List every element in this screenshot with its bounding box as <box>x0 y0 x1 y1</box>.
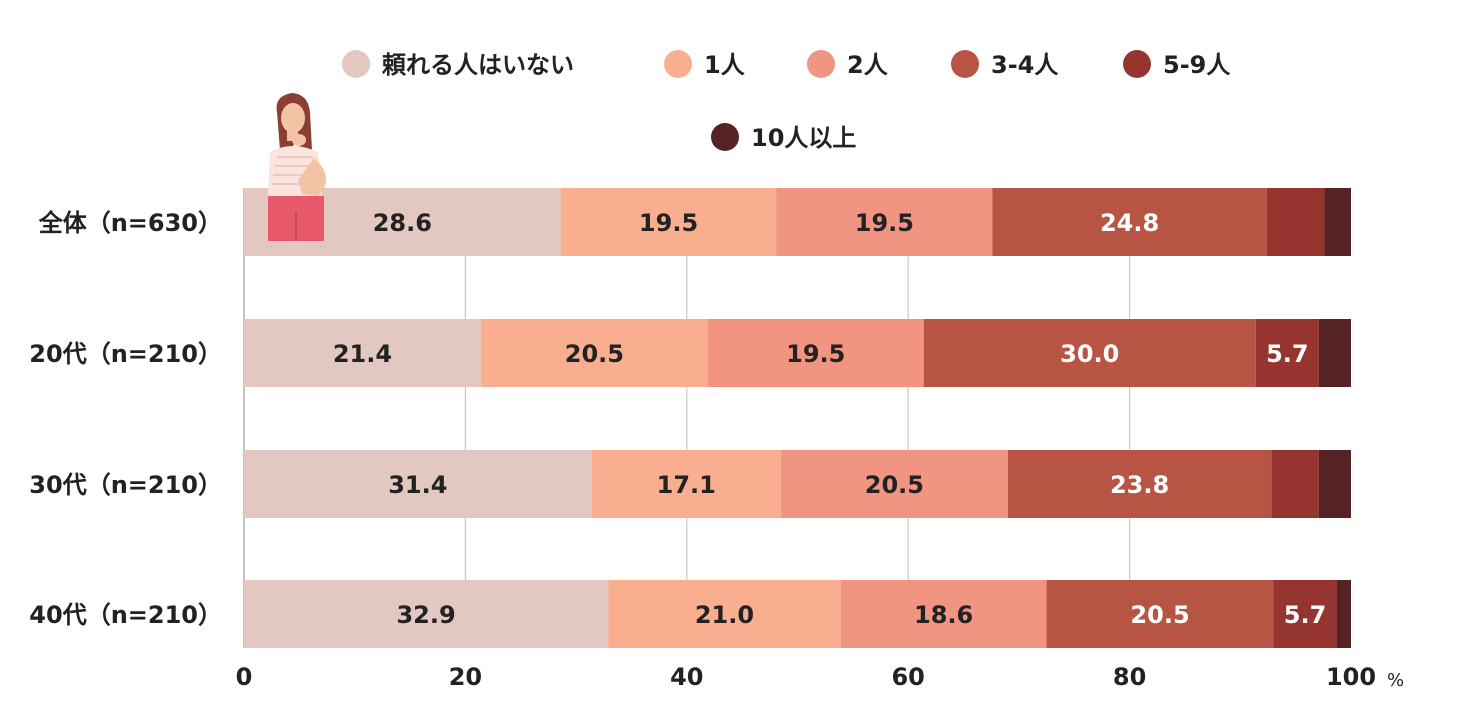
data-label: 19.5 <box>639 209 698 237</box>
data-label: 20.5 <box>565 340 624 368</box>
grid-lines <box>243 188 1131 648</box>
data-label: 18.6 <box>914 601 973 629</box>
bars: 28.6 19.5 19.5 24.8 21.4 20.5 19.5 30.0 5.7 31.4 1… <box>244 188 1351 648</box>
x-tick-label: 40 <box>670 663 703 691</box>
bar-segment <box>1266 188 1325 256</box>
data-label: 21.0 <box>695 601 754 629</box>
legend-marker <box>951 50 979 78</box>
bar-segment <box>1271 450 1319 518</box>
bar-segment <box>1336 580 1351 648</box>
data-label: 20.5 <box>1130 601 1189 629</box>
legend-marker <box>711 123 739 151</box>
data-label: 32.9 <box>396 601 455 629</box>
legend-marker <box>807 50 835 78</box>
x-tick-label: 100 <box>1326 663 1376 691</box>
bar-segment <box>560 188 777 256</box>
bar-segment <box>840 580 1047 648</box>
x-axis: 0 20 40 60 80 100% <box>236 663 1404 691</box>
bar-segment <box>707 319 924 387</box>
data-label: 17.1 <box>657 471 716 499</box>
data-label: 24.8 <box>1100 209 1159 237</box>
bar-segment <box>480 319 708 387</box>
data-label: 31.4 <box>388 471 447 499</box>
category-labels: 全体（n=630） 20代（n=210） 30代（n=210） 40代（n=210） <box>29 209 222 629</box>
data-label: 5.7 <box>1284 601 1327 629</box>
data-label: 30.0 <box>1060 340 1119 368</box>
bar-segment <box>1318 319 1351 387</box>
bar-segment <box>1318 450 1351 518</box>
bar-segment <box>1255 319 1319 387</box>
legend-label: 頼れる人はいない <box>382 51 574 79</box>
legend-marker <box>664 50 692 78</box>
category-label: 40代（n=210） <box>29 601 222 629</box>
bar-segment <box>244 450 592 518</box>
x-tick-label: 60 <box>891 663 924 691</box>
data-label: 20.5 <box>865 471 924 499</box>
bar-segment <box>923 319 1256 387</box>
legend-label: 5-9人 <box>1163 51 1230 79</box>
data-label: 21.4 <box>333 340 392 368</box>
bar-segment <box>1007 450 1272 518</box>
bar-segment <box>244 580 609 648</box>
bar-segment <box>992 188 1267 256</box>
bar-segment <box>776 188 993 256</box>
x-tick-label: 0 <box>236 663 253 691</box>
bar-segment <box>780 450 1008 518</box>
legend-marker <box>1123 50 1151 78</box>
legend-marker <box>342 50 370 78</box>
data-label: 19.5 <box>786 340 845 368</box>
data-label: 23.8 <box>1110 471 1169 499</box>
legend: 頼れる人はいない 1人 2人 3-4人 5-9人 10人以上 <box>342 50 1230 152</box>
bar-segment <box>608 580 841 648</box>
category-label: 20代（n=210） <box>29 340 222 368</box>
bar-segment <box>1324 188 1351 256</box>
bar-segment <box>244 319 481 387</box>
x-tick-label: 20 <box>449 663 482 691</box>
category-label: 30代（n=210） <box>29 471 222 499</box>
x-unit-label: % <box>1387 670 1404 691</box>
data-label: 5.7 <box>1266 340 1309 368</box>
bar-segment <box>1273 580 1337 648</box>
legend-label: 2人 <box>847 51 888 79</box>
legend-label: 10人以上 <box>751 124 856 152</box>
data-label: 28.6 <box>373 209 432 237</box>
bar-segment <box>1046 580 1274 648</box>
worried-woman-illustration <box>268 93 327 241</box>
x-tick-label: 80 <box>1113 663 1146 691</box>
legend-label: 1人 <box>704 51 745 79</box>
category-label: 全体（n=630） <box>38 209 222 237</box>
data-label: 19.5 <box>855 209 914 237</box>
bar-segment <box>591 450 781 518</box>
legend-label: 3-4人 <box>991 51 1058 79</box>
